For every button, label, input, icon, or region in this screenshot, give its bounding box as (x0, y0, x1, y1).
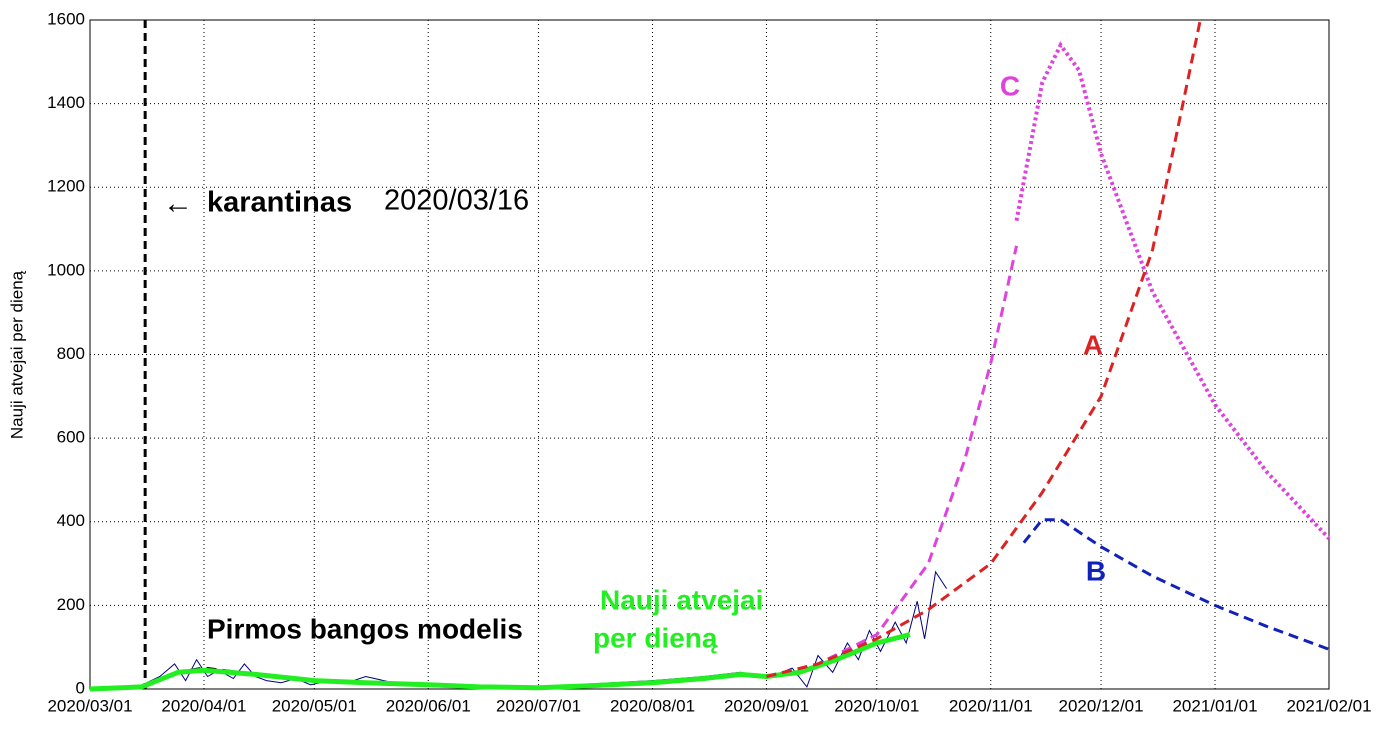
series-label: C (1000, 70, 1020, 101)
quarantine-date: 2020/03/16 (384, 185, 529, 217)
series-line (1014, 41, 1331, 540)
series-line (1022, 518, 1330, 651)
x-tick-label: 2020/06/01 (386, 696, 471, 715)
x-tick-label: 2021/01/01 (1172, 696, 1257, 715)
x-tick-label: 2020/08/01 (610, 696, 695, 715)
annotation: Nauji atvejai (600, 584, 763, 615)
annotation: per dieną (593, 622, 718, 653)
series-label: B (1086, 555, 1106, 586)
x-tick-label: 2020/12/01 (1059, 696, 1144, 715)
y-tick-label: 600 (57, 428, 85, 447)
y-tick-label: 1000 (47, 260, 85, 279)
series-line (89, 632, 911, 692)
y-tick-label: 400 (57, 511, 85, 530)
x-tick-label: 2020/07/01 (496, 696, 581, 715)
series-line (766, 19, 1202, 678)
quarantine-label: karantinas (207, 187, 352, 219)
quarantine-arrow: ← (163, 187, 193, 220)
y-tick-label: 1600 (47, 9, 85, 28)
y-tick-label: 800 (57, 344, 85, 363)
series-line (766, 245, 1018, 678)
x-tick-label: 2020/05/01 (272, 696, 357, 715)
annotation: Pirmos bangos modelis (207, 613, 523, 644)
x-tick-label: 2020/09/01 (724, 696, 809, 715)
x-tick-label: 2020/11/01 (949, 696, 1033, 715)
y-tick-label: 1200 (47, 177, 85, 196)
x-tick-label: 2020/10/01 (834, 696, 919, 715)
y-tick-label: 200 (57, 595, 85, 614)
x-tick-label: 2020/04/01 (161, 696, 246, 715)
y-axis-label: Nauji atvejai per dieną (7, 270, 26, 439)
series-label: A (1083, 329, 1103, 360)
y-tick-label: 1400 (47, 93, 85, 112)
y-tick-label: 0 (76, 678, 85, 697)
x-tick-label: 2020/03/01 (47, 696, 132, 715)
x-tick-label: 2021/02/01 (1286, 696, 1371, 715)
